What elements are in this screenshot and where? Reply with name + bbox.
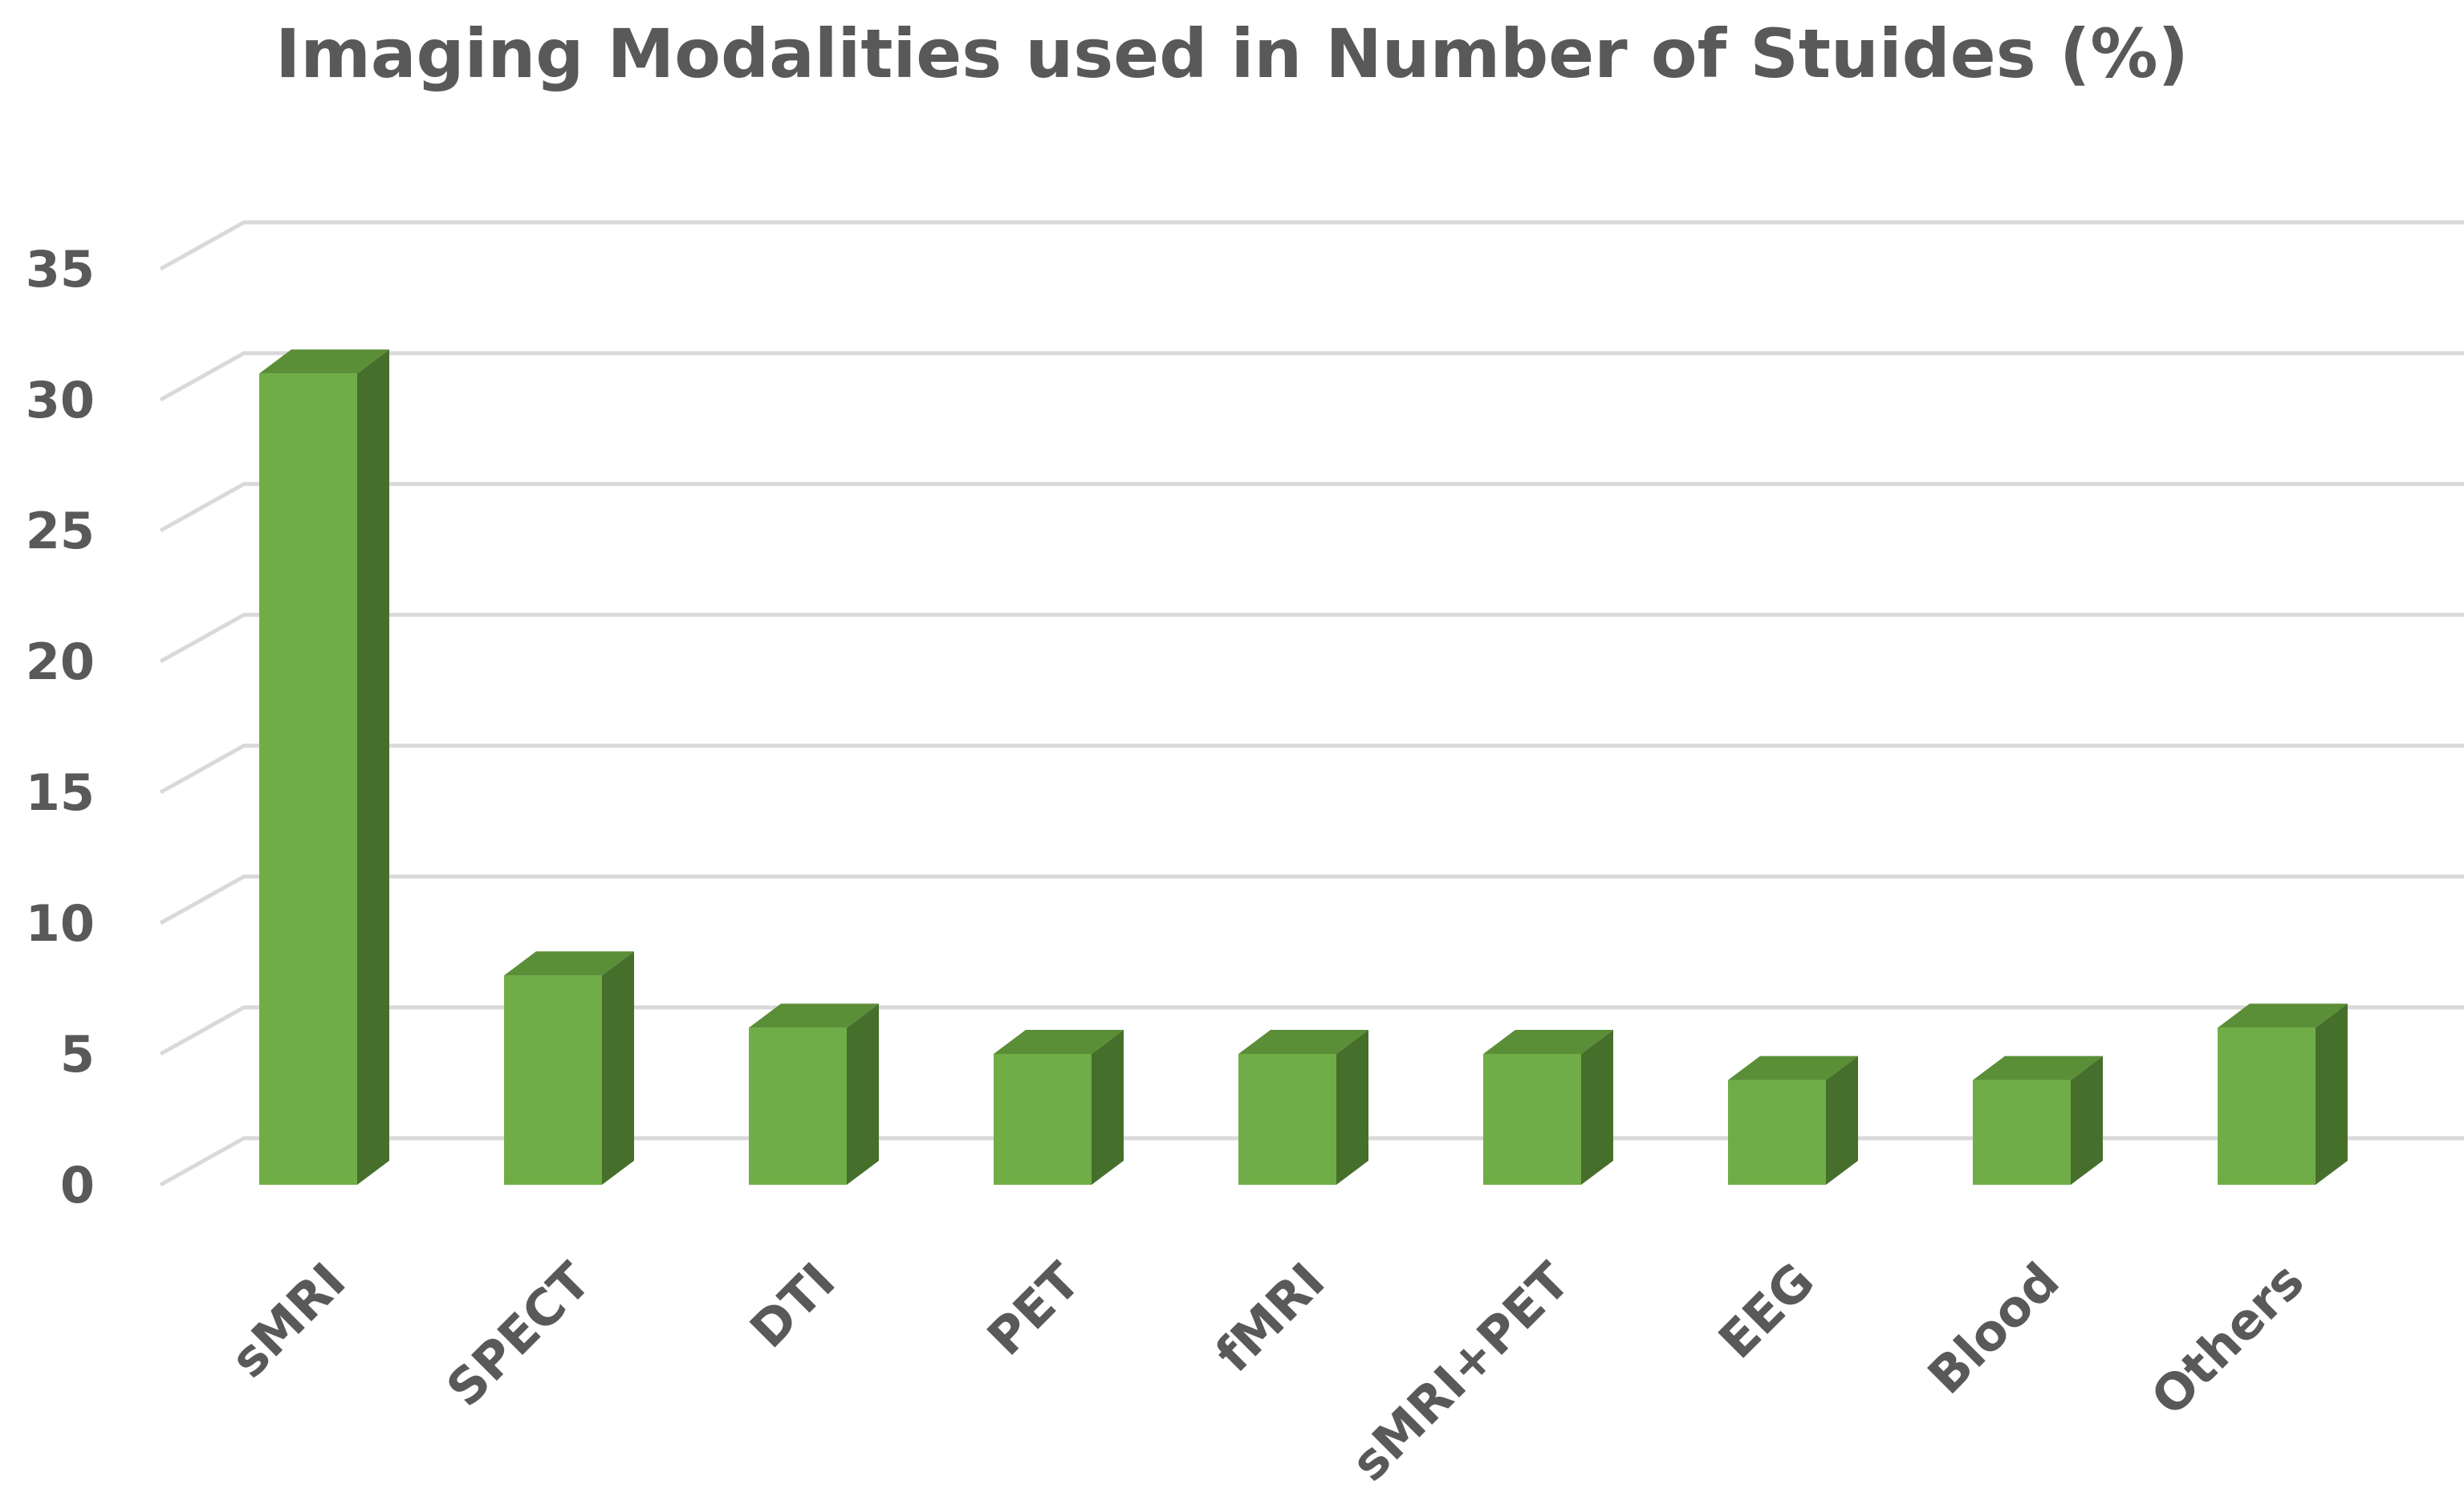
y-tick-label: 20 xyxy=(26,633,95,691)
bar-front xyxy=(1483,1054,1581,1185)
bar xyxy=(1483,1030,1613,1185)
bar-front xyxy=(259,373,357,1185)
bar xyxy=(259,349,389,1185)
gridline xyxy=(159,1005,2464,1056)
y-tick-label: 25 xyxy=(26,502,95,560)
gridline xyxy=(159,220,2464,271)
bar-top xyxy=(1728,1056,1858,1080)
bars xyxy=(259,349,2348,1185)
y-axis-tick-labels: 0 5 10 15 20 25 30 35 xyxy=(26,240,95,1214)
bar-front xyxy=(1728,1080,1826,1185)
bar-top xyxy=(504,951,634,976)
bar-top xyxy=(994,1030,1124,1054)
bar-front xyxy=(749,1027,847,1185)
bar-side xyxy=(847,1003,879,1185)
gridline xyxy=(159,612,2464,664)
bar xyxy=(504,951,634,1185)
bar xyxy=(2218,1003,2348,1185)
x-category-label: PET xyxy=(976,1251,1092,1367)
bar-front xyxy=(1238,1054,1336,1185)
bar xyxy=(1728,1056,1858,1185)
x-category-label: sMRI xyxy=(219,1251,356,1389)
y-tick-label: 30 xyxy=(26,371,95,429)
x-category-label: Others xyxy=(2140,1251,2316,1427)
gridline xyxy=(159,874,2464,926)
bar-side xyxy=(602,951,634,1185)
bar-front xyxy=(2218,1027,2316,1185)
bar xyxy=(1238,1030,1368,1185)
bar-top xyxy=(1973,1056,2103,1080)
bar-front xyxy=(1973,1080,2071,1185)
bar-top xyxy=(1483,1030,1613,1054)
gridline xyxy=(159,351,2464,402)
bar xyxy=(749,1003,879,1185)
y-tick-label: 5 xyxy=(60,1025,95,1084)
bar-top xyxy=(2218,1003,2348,1028)
bar xyxy=(994,1030,1124,1185)
gridline xyxy=(159,482,2464,533)
x-category-label: EEG xyxy=(1707,1251,1826,1370)
bar-side xyxy=(1336,1030,1368,1185)
bar-top xyxy=(1238,1030,1368,1054)
bar-front xyxy=(504,975,602,1185)
bar-side xyxy=(2071,1056,2103,1185)
gridline xyxy=(159,743,2464,795)
x-category-label: sMRI+PET xyxy=(1340,1251,1580,1489)
bar-side xyxy=(1092,1030,1124,1185)
chart-title: Imaging Modalities used in Number of Stu… xyxy=(275,14,2189,93)
y-tick-label: 35 xyxy=(26,240,95,299)
y-tick-label: 15 xyxy=(26,763,95,822)
x-category-label: Blood xyxy=(1917,1251,2071,1406)
x-category-label: fMRI xyxy=(1204,1251,1336,1383)
bar-side xyxy=(357,349,389,1185)
gridline xyxy=(159,1136,2464,1187)
bar-side xyxy=(1826,1056,1858,1185)
bar-side xyxy=(2316,1003,2348,1185)
x-category-label: DTI xyxy=(738,1251,846,1359)
bar-top xyxy=(259,349,389,374)
bar-top xyxy=(749,1003,879,1028)
gridlines xyxy=(159,220,2464,1187)
y-tick-label: 0 xyxy=(60,1156,95,1214)
bar-front xyxy=(994,1054,1092,1185)
x-category-label: SPECT xyxy=(435,1251,601,1418)
x-axis-category-labels: sMRI SPECT DTI PET fMRI sMRI+PET EEG Blood Other… xyxy=(219,1251,2315,1489)
y-tick-label: 10 xyxy=(26,894,95,953)
bar xyxy=(1973,1056,2103,1185)
bar-side xyxy=(1581,1030,1613,1185)
